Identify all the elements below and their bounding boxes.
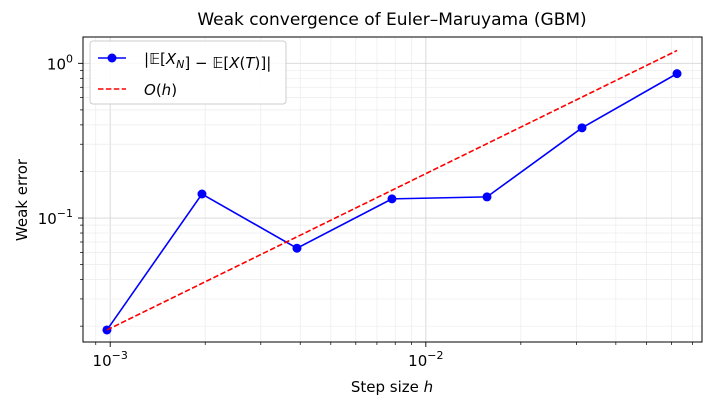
weak-error-point [482, 192, 492, 202]
weak-error-point [292, 243, 302, 253]
order-h-reference-line [106, 49, 678, 331]
plot-frame [82, 36, 703, 343]
weak-error-point [577, 123, 587, 133]
weak-error-point [102, 325, 112, 335]
weak-error-point [672, 69, 682, 79]
x-axis-label: Step size h [351, 378, 433, 396]
weak-error-point [197, 189, 207, 199]
legend-marker-weak-error [107, 53, 117, 63]
weak-error-point [387, 194, 397, 204]
y-axis-label: Weak error [13, 158, 31, 241]
legend-box [89, 40, 287, 105]
legend-label-order-h: O(h) [144, 81, 177, 99]
chart-title: Weak convergence of Euler–Maruyama (GBM) [197, 10, 586, 30]
legend-label-weak-error: |𝔼[XN] − 𝔼[X(T)]| [144, 50, 271, 72]
plot-series [102, 49, 682, 335]
legend: |𝔼[XN] − 𝔼[X(T)]| O(h) [89, 40, 287, 105]
